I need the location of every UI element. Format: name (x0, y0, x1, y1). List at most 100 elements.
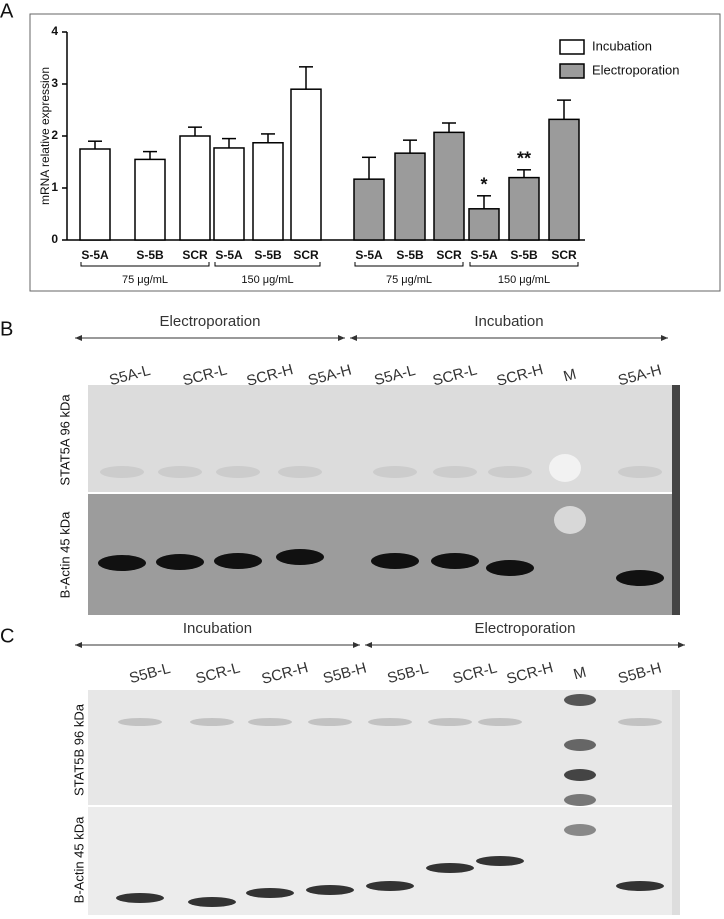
band (426, 863, 474, 873)
y-tick-label: 0 (51, 232, 58, 246)
band (156, 554, 204, 570)
band (431, 553, 479, 569)
bar (134, 158, 166, 241)
faint-band (488, 466, 532, 478)
faint-band (368, 718, 412, 726)
band (116, 893, 164, 903)
faint-band (618, 466, 662, 478)
faint-band (478, 718, 522, 726)
y-tick-label: 3 (51, 76, 58, 90)
faint-band (216, 466, 260, 478)
y-tick-label: 1 (51, 180, 58, 194)
lane-label: S5B-L (386, 660, 431, 687)
row-label: STAT5B 96 kDa (71, 703, 86, 796)
marker-band (549, 454, 581, 482)
bar (252, 142, 284, 241)
legend-label: Incubation (592, 38, 652, 53)
lane-label: M (562, 366, 578, 386)
group-label: 75 μg/mL (122, 274, 168, 286)
bar (353, 178, 385, 241)
lane-label: S5B-L (128, 660, 173, 687)
band (306, 885, 354, 895)
lane-label: S5B-H (616, 660, 663, 688)
band (98, 555, 146, 571)
group-bracket (354, 262, 464, 267)
band (188, 897, 236, 907)
annotation: ** (517, 149, 531, 169)
faint-band (618, 718, 662, 726)
blot-edge (672, 690, 680, 915)
x-tick-label: S-5A (355, 248, 383, 262)
faint-band (248, 718, 292, 726)
x-tick-label: S-5A (215, 248, 243, 262)
x-tick-label: S-5B (510, 248, 538, 262)
lane-label: M (572, 664, 588, 684)
marker-band (564, 794, 596, 806)
faint-band (190, 718, 234, 726)
group-bracket (214, 262, 321, 267)
marker-band (564, 739, 596, 751)
bar (213, 147, 245, 241)
band (486, 560, 534, 576)
faint-band (308, 718, 352, 726)
x-tick-label: SCR (293, 248, 319, 262)
header-label: Electroporation (160, 313, 261, 330)
legend-label: Electroporation (592, 62, 679, 77)
legend-swatch (559, 63, 585, 79)
panel-label: B (0, 318, 13, 340)
bar (433, 131, 465, 241)
marker-band (564, 824, 596, 836)
x-tick-label: S-5B (396, 248, 424, 262)
lane-label: SCR-H (505, 659, 555, 688)
group-label: 75 μg/mL (386, 274, 432, 286)
band (371, 553, 419, 569)
faint-band (158, 466, 202, 478)
legend-swatch (559, 39, 585, 55)
bar (394, 152, 426, 241)
x-tick-label: S-5A (81, 248, 109, 262)
row-label: B-Actin 45 kDa (57, 511, 72, 598)
marker-band (554, 506, 586, 534)
faint-band (428, 718, 472, 726)
header-label: Electroporation (475, 620, 576, 637)
lane-label: SCR-H (260, 659, 310, 688)
bar (508, 176, 540, 241)
group-bracket (80, 262, 210, 267)
band (476, 856, 524, 866)
x-tick-label: SCR (436, 248, 462, 262)
bar (548, 118, 580, 241)
panel-a-frame (29, 13, 721, 292)
faint-band (118, 718, 162, 726)
blot-edge (672, 385, 680, 615)
blot-lower (88, 807, 680, 915)
lane-label: SCR-L (451, 659, 499, 687)
y-tick-label: 2 (51, 128, 58, 142)
band (366, 881, 414, 891)
panel-label: A (0, 0, 14, 22)
lane-label: SCR-L (194, 659, 242, 687)
marker-band (564, 769, 596, 781)
marker-band (564, 694, 596, 706)
x-tick-label: S-5A (470, 248, 498, 262)
band (276, 549, 324, 565)
band (616, 570, 664, 586)
x-tick-label: S-5B (254, 248, 282, 262)
x-tick-label: S-5B (136, 248, 164, 262)
x-tick-label: SCR (551, 248, 577, 262)
panel-label: C (0, 625, 14, 647)
bar (79, 148, 111, 241)
y-axis-title: mRNA relative expression (38, 67, 52, 205)
faint-band (373, 466, 417, 478)
row-label: B-Actin 45 kDa (71, 816, 86, 903)
faint-band (100, 466, 144, 478)
bar (179, 135, 211, 241)
faint-band (278, 466, 322, 478)
x-tick-label: SCR (182, 248, 208, 262)
y-tick-label: 4 (51, 24, 58, 38)
faint-band (433, 466, 477, 478)
group-label: 150 μg/mL (241, 274, 293, 286)
lane-label: S5B-H (321, 660, 368, 688)
band (616, 881, 664, 891)
band (214, 553, 262, 569)
